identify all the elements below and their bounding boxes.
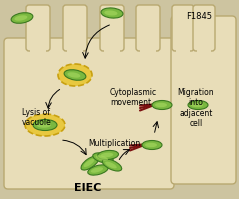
Text: Lysis of
vacuole: Lysis of vacuole bbox=[22, 108, 52, 127]
Text: Cytoplasmic
movement: Cytoplasmic movement bbox=[110, 88, 157, 107]
Bar bbox=[67, 40, 83, 52]
Ellipse shape bbox=[58, 64, 92, 86]
Ellipse shape bbox=[155, 103, 167, 107]
Ellipse shape bbox=[14, 15, 27, 21]
Bar bbox=[140, 40, 156, 52]
Ellipse shape bbox=[25, 114, 65, 136]
Ellipse shape bbox=[105, 162, 117, 168]
Ellipse shape bbox=[11, 13, 33, 23]
Ellipse shape bbox=[101, 8, 123, 18]
FancyBboxPatch shape bbox=[63, 5, 87, 51]
Bar bbox=[197, 40, 211, 52]
FancyBboxPatch shape bbox=[171, 16, 236, 184]
Text: EIEC: EIEC bbox=[74, 183, 102, 193]
Bar bbox=[176, 40, 190, 52]
Ellipse shape bbox=[101, 153, 113, 157]
Ellipse shape bbox=[98, 150, 119, 160]
Bar bbox=[30, 40, 46, 52]
Ellipse shape bbox=[81, 156, 99, 170]
Ellipse shape bbox=[84, 159, 94, 167]
Ellipse shape bbox=[96, 155, 108, 161]
Text: Migration
into
adjacent
cell: Migration into adjacent cell bbox=[178, 88, 214, 128]
Ellipse shape bbox=[33, 120, 57, 131]
Ellipse shape bbox=[145, 143, 157, 147]
Ellipse shape bbox=[93, 153, 113, 163]
Text: Multiplication: Multiplication bbox=[88, 139, 140, 148]
Ellipse shape bbox=[37, 122, 51, 128]
FancyBboxPatch shape bbox=[172, 5, 194, 51]
FancyBboxPatch shape bbox=[4, 38, 174, 189]
FancyBboxPatch shape bbox=[136, 5, 160, 51]
Ellipse shape bbox=[142, 140, 162, 149]
Text: F1845: F1845 bbox=[186, 12, 212, 21]
Ellipse shape bbox=[91, 167, 103, 173]
FancyBboxPatch shape bbox=[193, 5, 215, 51]
Ellipse shape bbox=[152, 100, 172, 109]
Ellipse shape bbox=[102, 159, 122, 171]
Ellipse shape bbox=[64, 70, 86, 80]
FancyBboxPatch shape bbox=[100, 5, 124, 51]
Ellipse shape bbox=[67, 72, 80, 78]
Ellipse shape bbox=[104, 10, 118, 16]
Bar bbox=[104, 40, 120, 52]
Ellipse shape bbox=[88, 165, 108, 175]
Ellipse shape bbox=[188, 100, 208, 109]
Ellipse shape bbox=[191, 103, 203, 107]
FancyBboxPatch shape bbox=[26, 5, 50, 51]
